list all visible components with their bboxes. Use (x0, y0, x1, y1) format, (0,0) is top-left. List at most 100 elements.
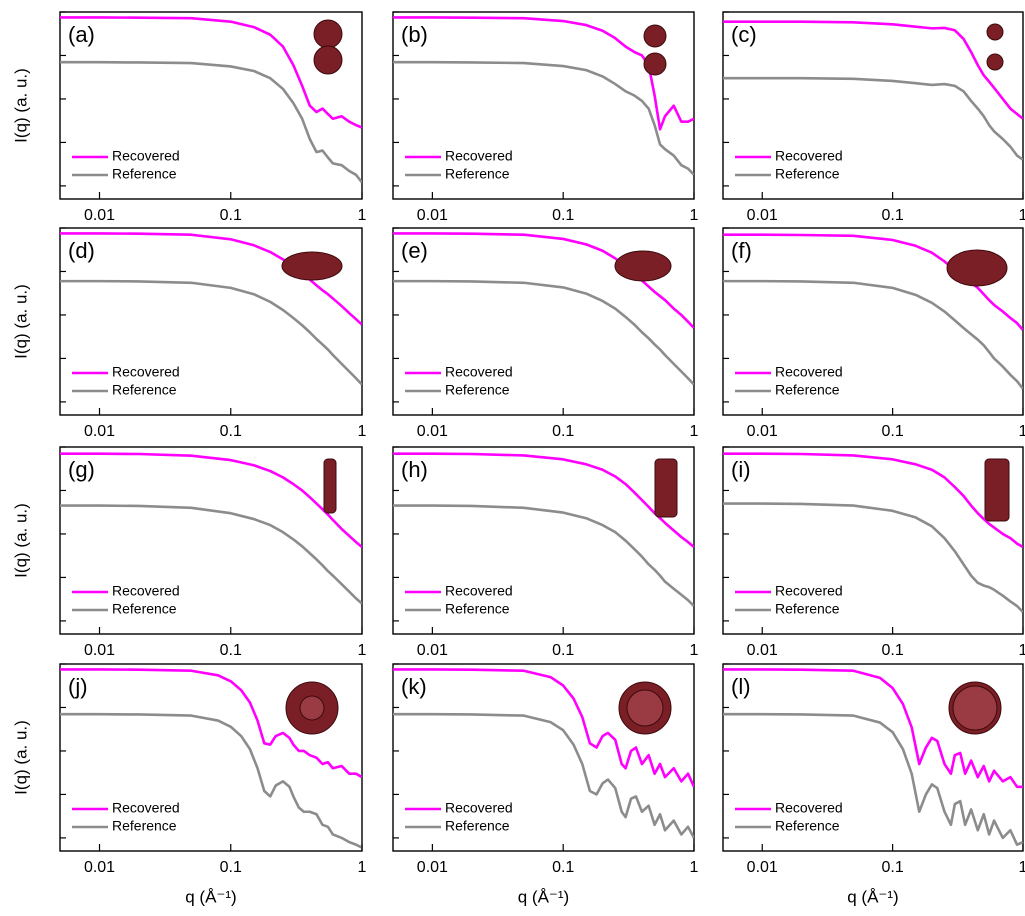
x-tick-label: 0.1 (552, 423, 574, 440)
plot-frame (392, 227, 695, 416)
particle-inset (281, 251, 343, 281)
data-line (60, 668, 362, 779)
y-axis-label: I(q) (a. u.) (11, 68, 30, 143)
legend-label: Reference (775, 818, 840, 834)
legend-label: Reference (775, 166, 840, 182)
x-tick-label: 1 (358, 207, 367, 224)
x-tick-label: 0.01 (417, 642, 448, 659)
legend-label: Recovered (775, 583, 843, 599)
x-tick-label: 0.1 (552, 207, 574, 224)
x-tick-label: 0.01 (417, 423, 448, 440)
legend-label: Reference (445, 382, 510, 398)
particle-inset (654, 458, 678, 518)
panel-label: (j) (68, 674, 88, 699)
x-tick-label: 1 (1019, 642, 1025, 659)
x-tick-label: 0.01 (84, 423, 115, 440)
x-tick-label: 0.01 (84, 207, 115, 224)
panel-label: (g) (68, 457, 95, 482)
data-line (393, 16, 694, 131)
plot-frame (59, 663, 363, 852)
x-tick-label: 0.1 (881, 859, 903, 876)
x-tick-label: 0.01 (84, 859, 115, 876)
plot-frame (722, 11, 1024, 200)
x-tick-label: 0.01 (747, 423, 778, 440)
particle-core (626, 689, 664, 727)
particle-inset (984, 458, 1010, 522)
x-tick-label: 0.1 (220, 423, 242, 440)
y-axis-label: I(q) (a. u.) (11, 503, 30, 578)
x-tick-label: 1 (690, 423, 699, 440)
x-tick-label: 1 (358, 642, 367, 659)
x-axis-label: q (Å⁻¹) (185, 887, 236, 906)
particle-inset (313, 45, 343, 75)
panel-label: (c) (731, 22, 757, 47)
plot-frame (392, 663, 695, 852)
particle-inset (946, 249, 1008, 287)
plot-frame (59, 227, 363, 416)
panel-label: (b) (401, 22, 428, 47)
plot-frame (722, 663, 1024, 852)
data-line (60, 452, 362, 549)
legend-label: Reference (112, 818, 177, 834)
legend-label: Reference (112, 166, 177, 182)
legend-label: Reference (775, 382, 840, 398)
data-line (723, 76, 1023, 161)
x-tick-label: 0.01 (747, 207, 778, 224)
panel-label: (a) (68, 22, 95, 47)
data-line (393, 504, 694, 607)
x-tick-label: 0.1 (552, 859, 574, 876)
data-line (723, 20, 1023, 120)
legend-label: Recovered (112, 148, 180, 164)
data-line (723, 502, 1023, 613)
plot-frame (722, 446, 1024, 635)
legend-label: Recovered (112, 583, 180, 599)
legend-label: Recovered (112, 364, 180, 380)
data-line (723, 668, 1023, 789)
y-axis-label: I(q) (a. u.) (11, 720, 30, 795)
legend-label: Recovered (775, 800, 843, 816)
data-line (723, 279, 1023, 390)
legend-label: Recovered (445, 583, 513, 599)
data-line (60, 16, 362, 129)
panel-label: (f) (731, 238, 752, 263)
panel-label: (d) (68, 238, 95, 263)
data-line (393, 712, 694, 839)
x-tick-label: 0.01 (747, 859, 778, 876)
data-line (723, 452, 1023, 549)
x-tick-label: 1 (1019, 207, 1025, 224)
panel-label: (k) (401, 674, 427, 699)
x-axis-label: q (Å⁻¹) (518, 887, 569, 906)
particle-inset (614, 250, 672, 282)
x-tick-label: 1 (690, 207, 699, 224)
particle-inset (643, 24, 667, 48)
legend-label: Reference (112, 601, 177, 617)
data-line (60, 712, 362, 849)
legend-label: Reference (445, 601, 510, 617)
legend-label: Recovered (445, 364, 513, 380)
data-line (60, 60, 362, 184)
plot-frame (59, 446, 363, 635)
plot-frame (59, 11, 363, 200)
y-axis-label: I(q) (a. u.) (11, 284, 30, 359)
legend-label: Recovered (112, 800, 180, 816)
legend-label: Reference (112, 382, 177, 398)
legend-label: Reference (445, 818, 510, 834)
x-tick-label: 1 (358, 423, 367, 440)
x-tick-label: 0.1 (881, 642, 903, 659)
x-tick-label: 0.1 (220, 859, 242, 876)
particle-inset (323, 458, 337, 514)
panel-label: (l) (731, 674, 751, 699)
data-line (393, 279, 694, 386)
x-tick-label: 0.01 (84, 642, 115, 659)
x-tick-label: 0.1 (881, 207, 903, 224)
data-line (60, 504, 362, 605)
particle-inset (643, 52, 667, 76)
x-tick-label: 0.1 (881, 423, 903, 440)
legend-label: Recovered (775, 148, 843, 164)
x-tick-label: 0.01 (747, 642, 778, 659)
x-tick-label: 0.1 (552, 642, 574, 659)
data-line (393, 452, 694, 549)
x-tick-label: 1 (690, 642, 699, 659)
panel-label: (h) (401, 457, 428, 482)
